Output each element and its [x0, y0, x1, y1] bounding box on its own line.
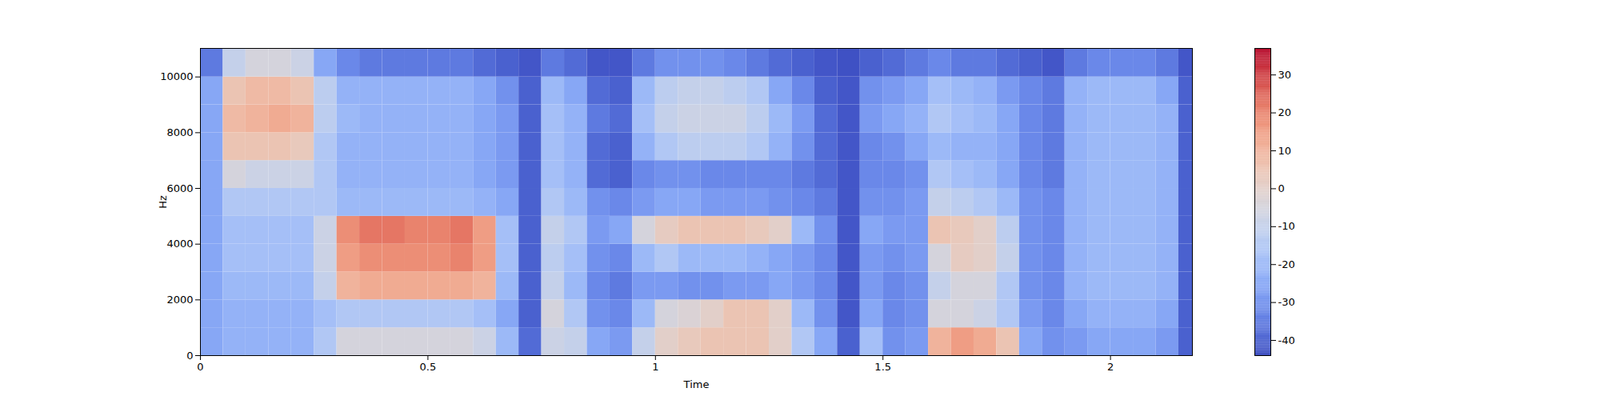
svg-text:6000: 6000 — [166, 182, 193, 195]
svg-text:0: 0 — [1278, 182, 1285, 195]
svg-text:4000: 4000 — [166, 237, 193, 250]
svg-text:2000: 2000 — [166, 293, 193, 306]
svg-text:Time: Time — [683, 378, 710, 391]
svg-text:0.5: 0.5 — [420, 360, 437, 373]
svg-text:-30: -30 — [1278, 296, 1296, 308]
svg-text:10: 10 — [1278, 144, 1292, 157]
svg-text:0: 0 — [186, 349, 193, 362]
svg-text:-20: -20 — [1278, 258, 1296, 271]
svg-text:10000: 10000 — [160, 70, 193, 83]
svg-text:20: 20 — [1278, 106, 1292, 119]
svg-text:0: 0 — [196, 360, 204, 373]
svg-text:2: 2 — [1107, 360, 1114, 373]
svg-text:8000: 8000 — [166, 126, 193, 139]
svg-text:30: 30 — [1278, 68, 1292, 81]
svg-text:-40: -40 — [1278, 334, 1296, 347]
svg-text:1.5: 1.5 — [874, 360, 892, 373]
svg-text:-10: -10 — [1278, 220, 1296, 232]
svg-text:Hz: Hz — [156, 195, 169, 209]
svg-text:1: 1 — [652, 360, 659, 373]
